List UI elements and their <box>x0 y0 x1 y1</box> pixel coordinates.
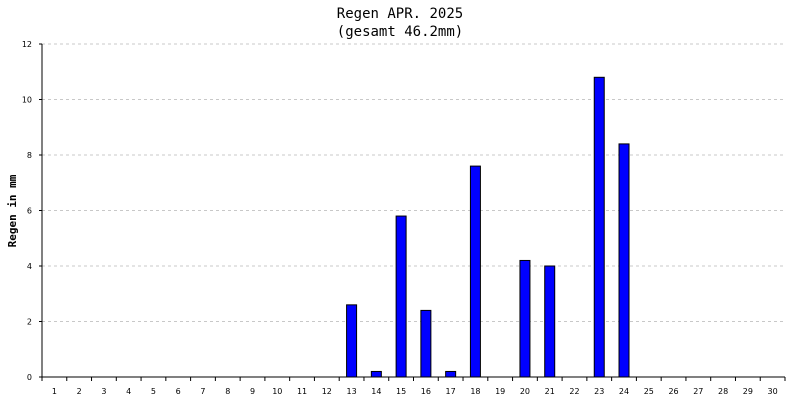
x-tick-label: 17 <box>446 387 456 396</box>
bar-day-20 <box>519 259 531 378</box>
x-tick-label: 11 <box>297 387 307 396</box>
x-tick-label: 7 <box>200 387 205 396</box>
x-tick-label: 28 <box>718 387 728 396</box>
grid-lines <box>42 43 785 322</box>
x-tick-label: 27 <box>693 387 703 396</box>
bar-day-17 <box>445 370 457 378</box>
x-tick-label: 16 <box>421 387 431 396</box>
y-tick-label: 4 <box>27 262 32 271</box>
bars <box>346 76 630 378</box>
bar-day-13 <box>346 304 358 378</box>
x-tick-label: 21 <box>545 387 555 396</box>
x-tick-label: 1 <box>52 387 57 396</box>
x-tick-label: 20 <box>520 387 530 396</box>
x-tick-label: 8 <box>225 387 230 396</box>
x-tick-label: 22 <box>569 387 579 396</box>
x-tick-label: 30 <box>768 387 778 396</box>
x-tick-label: 26 <box>668 387 678 396</box>
x-tick-label: 18 <box>470 387 480 396</box>
x-tick-label: 14 <box>371 387 381 396</box>
bar-day-21 <box>544 265 556 378</box>
bar-day-15 <box>395 215 407 378</box>
x-tick-label: 6 <box>176 387 181 396</box>
x-tick-label: 3 <box>101 387 106 396</box>
chart-subtitle: (gesamt 46.2mm) <box>337 24 463 40</box>
y-tick-label: 10 <box>22 96 32 105</box>
x-tick-label: 5 <box>151 387 156 396</box>
chart-title: Regen APR. 2025 <box>337 6 463 22</box>
bar-day-16 <box>420 309 432 378</box>
bar-day-14 <box>370 370 382 378</box>
x-tick-label: 2 <box>77 387 82 396</box>
x-tick-label: 4 <box>126 387 131 396</box>
x-tick-label: 24 <box>619 387 629 396</box>
y-tick-label: 6 <box>27 207 32 216</box>
x-tick-label: 25 <box>644 387 654 396</box>
y-tick-label: 8 <box>27 151 32 160</box>
x-tick-label: 13 <box>346 387 356 396</box>
x-tick-label: 15 <box>396 387 406 396</box>
bar-day-18 <box>469 165 481 378</box>
x-tick-label: 19 <box>495 387 505 396</box>
x-tick-label: 9 <box>250 387 255 396</box>
axes <box>39 43 786 381</box>
bar-day-23 <box>593 76 605 378</box>
x-tick-label: 12 <box>322 387 332 396</box>
y-tick-label: 0 <box>27 373 32 382</box>
y-tick-label: 2 <box>27 318 32 327</box>
x-tick-label: 29 <box>743 387 753 396</box>
x-tick-label: 10 <box>272 387 282 396</box>
x-tick-label: 23 <box>594 387 604 396</box>
y-tick-label: 12 <box>22 40 32 49</box>
bar-day-24 <box>618 143 630 378</box>
y-axis-label: Regen in mm <box>6 174 19 247</box>
